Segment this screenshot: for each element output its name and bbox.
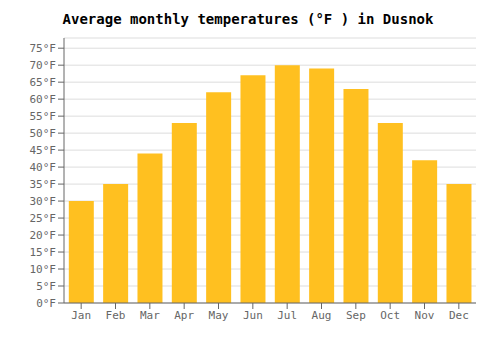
svg-text:40°F: 40°F	[30, 161, 57, 174]
svg-text:5°F: 5°F	[36, 280, 56, 293]
html-text:Average monthly temperatures (: Average monthly temperatures (°F ) in Du…	[62, 11, 434, 27]
svg-text:0°F: 0°F	[36, 297, 56, 310]
svg-text:Nov: Nov	[415, 309, 435, 322]
svg-text:Mar: Mar	[140, 309, 160, 322]
svg-text:Jan: Jan	[71, 309, 91, 322]
svg-text:50°F: 50°F	[30, 127, 57, 140]
svg-text:65°F: 65°F	[30, 76, 57, 89]
svg-text:25°F: 25°F	[30, 212, 57, 225]
svg-text:20°F: 20°F	[30, 229, 57, 242]
svg-text:Oct: Oct	[380, 309, 400, 322]
svg-text:Jul: Jul	[277, 309, 297, 322]
svg-text:55°F: 55°F	[30, 110, 57, 123]
svg-text:70°F: 70°F	[30, 59, 57, 72]
svg-text:30°F: 30°F	[30, 195, 57, 208]
svg-text:Feb: Feb	[106, 309, 126, 322]
svg-text:May: May	[209, 309, 229, 322]
svg-text:75°F: 75°F	[30, 42, 57, 55]
svg-text:Apr: Apr	[174, 309, 194, 322]
svg-text:10°F: 10°F	[30, 263, 57, 276]
svg-text:Aug: Aug	[312, 309, 332, 322]
svg-text:Jun: Jun	[243, 309, 263, 322]
svg-text:Dec: Dec	[449, 309, 469, 322]
svg-text:35°F: 35°F	[30, 178, 57, 191]
svg-text:15°F: 15°F	[30, 246, 57, 259]
svg-text:Sep: Sep	[346, 309, 366, 322]
svg-text:45°F: 45°F	[30, 144, 57, 157]
svg-text:60°F: 60°F	[30, 93, 57, 106]
